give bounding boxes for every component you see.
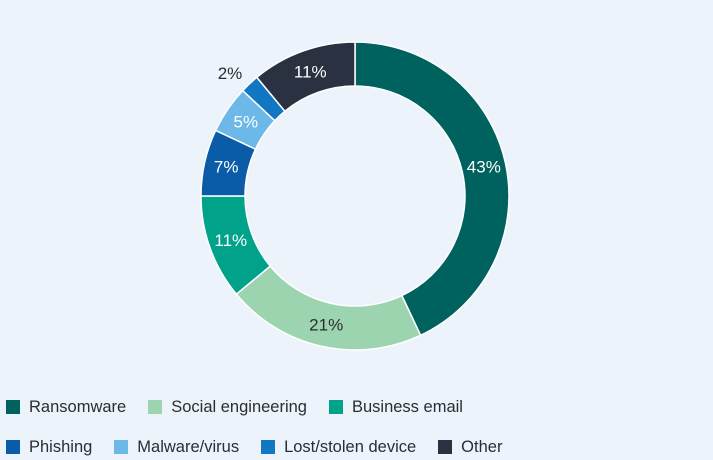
legend-label: Ransomware — [29, 398, 127, 416]
data-label-social-engineering: 21% — [309, 315, 343, 334]
data-label-lost-stolen-device: 2% — [218, 64, 243, 83]
legend-label: Other — [461, 438, 503, 456]
donut-chart: 43% 21% 11% 7% 5% 2% 11% — [200, 41, 510, 351]
legend-label: Malware/virus — [137, 438, 240, 456]
data-label-phishing: 7% — [214, 158, 239, 177]
legend-swatch — [438, 440, 453, 454]
legend-swatch — [261, 440, 276, 454]
chart-legend: Ransomware Social engineering Business ema… — [6, 397, 706, 457]
slice-social-engineering — [235, 265, 422, 351]
legend-label: Social engineering — [171, 398, 307, 416]
data-label-business-email: 11% — [214, 231, 247, 250]
slice-other — [255, 41, 356, 113]
legend-item-phishing: Phishing — [6, 437, 92, 457]
legend-swatch — [6, 400, 20, 414]
legend-item-social-engineering: Social engineering — [148, 397, 307, 417]
data-label-malware-virus: 5% — [234, 112, 259, 131]
legend-label: Business email — [351, 398, 463, 416]
slice-ransomware — [354, 41, 510, 337]
legend-item-malware-virus: Malware/virus — [114, 437, 239, 457]
legend-item-other: Other — [438, 437, 502, 457]
data-label-ransomware: 43% — [467, 158, 501, 177]
legend-item-business-email: Business email — [328, 397, 463, 417]
legend-item-ransomware: Ransomware — [6, 397, 126, 417]
legend-swatch — [328, 400, 343, 414]
legend-label: Phishing — [29, 438, 93, 456]
legend-item-lost-stolen-device: Lost/stolen device — [261, 437, 416, 457]
legend-swatch — [114, 440, 129, 454]
legend-swatch — [148, 400, 163, 414]
legend-swatch — [6, 440, 20, 454]
legend-label: Lost/stolen device — [284, 438, 417, 456]
data-label-other: 11% — [294, 62, 327, 81]
donut-svg: 43% 21% 11% 7% 5% 2% 11% — [200, 41, 510, 351]
